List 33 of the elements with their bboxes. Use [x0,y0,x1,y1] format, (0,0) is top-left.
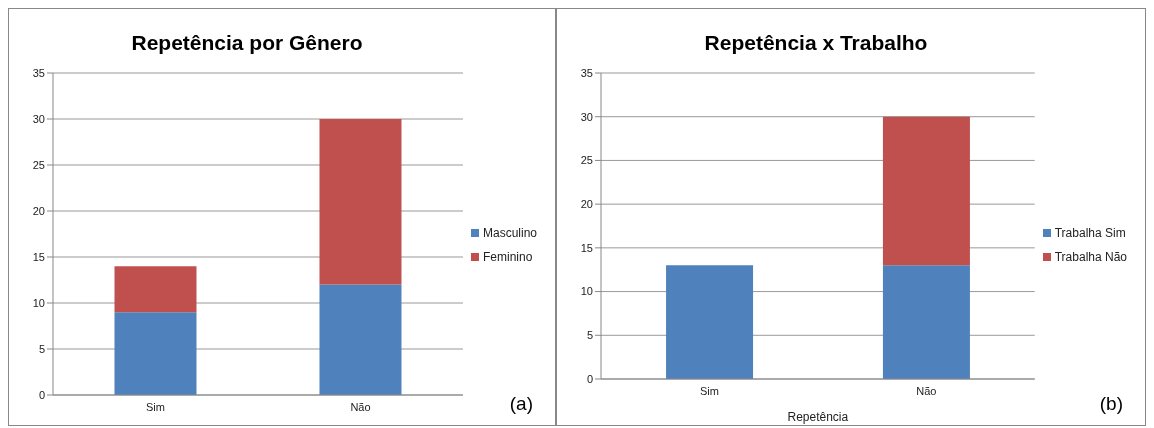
text: (a) [509,393,533,415]
chart-title: Repetência por Gênero [130,31,364,56]
legend-label: Trabalha Sim [1054,226,1126,240]
x-tick-label: Sim [146,400,165,413]
bar [114,312,197,395]
y-tick-label: 5 [586,329,593,342]
legend-label: Masculino [482,226,537,240]
y-tick-label: 20 [580,198,593,211]
x-tick-label: Não [916,384,937,397]
y-tick-label: 10 [580,285,593,298]
y-tick-label: 20 [32,204,45,217]
x-axis-title: Repetência [787,410,849,424]
y-tick-label: 25 [580,154,593,167]
bar [319,119,402,285]
y-tick-label: 25 [32,158,45,171]
bar [114,266,197,313]
text: (b) [1099,393,1123,415]
x-tick-label: Sim [699,384,719,397]
y-tick-label: 30 [580,110,593,123]
y-tick-label: 0 [586,372,593,385]
y-tick-label: 5 [38,342,45,355]
y-tick-label: 0 [38,388,45,401]
legend-label: Trabalha Não [1054,250,1127,264]
legend-label: Feminino [482,250,533,264]
y-tick-label: 15 [32,250,45,263]
y-tick-label: 35 [580,66,593,79]
y-tick-label: 15 [580,241,593,254]
chart-title: Repetência x Trabalho [703,31,929,56]
y-tick-label: 35 [32,66,45,79]
y-tick-label: 10 [32,296,45,309]
bar [319,284,402,395]
x-tick-label: Não [350,400,371,413]
y-tick-label: 30 [32,112,45,125]
